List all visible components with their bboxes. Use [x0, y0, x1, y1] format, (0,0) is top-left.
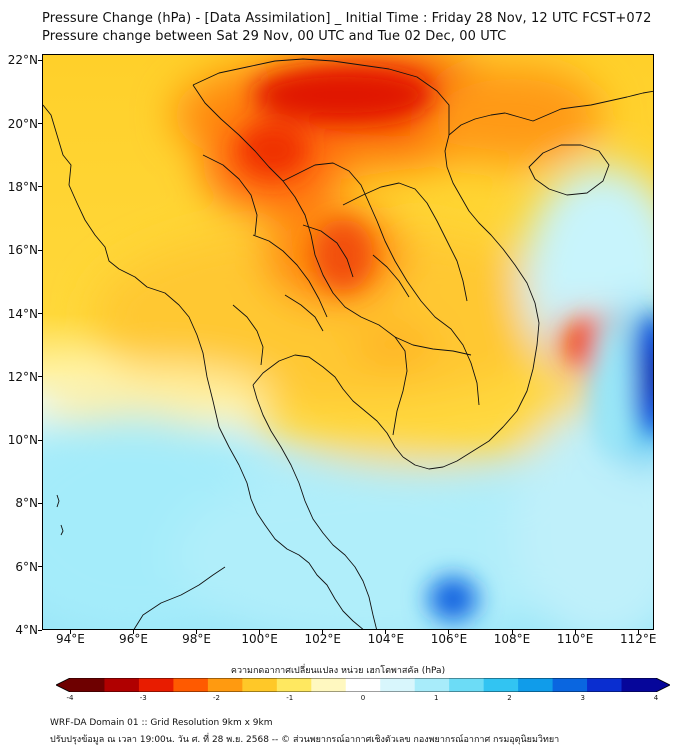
lon-label: 108°E	[493, 632, 531, 646]
colorbar-tick-label: 4	[653, 694, 659, 702]
lat-label: 20°N	[7, 116, 38, 131]
lat-tick	[38, 59, 42, 61]
lon-tick	[196, 630, 198, 634]
lon-label: 112°E	[619, 632, 657, 646]
lon-label: 104°E	[367, 632, 405, 646]
lat-label: 14°N	[7, 306, 38, 321]
colorbar-segment	[276, 678, 312, 692]
coastlines	[43, 58, 653, 629]
lat-tick	[38, 313, 42, 315]
lat-tick	[38, 123, 42, 125]
lon-label: 100°E	[241, 632, 278, 646]
lat-label: 8°N	[15, 496, 38, 511]
lon-tick	[322, 630, 324, 634]
lat-label: 10°N	[7, 433, 38, 448]
lat-tick	[38, 629, 42, 631]
colorbar-segment	[173, 678, 209, 692]
colorbar-tick-label: -2	[213, 694, 220, 702]
colorbar-segment	[311, 678, 347, 692]
colorbar-segment	[621, 678, 657, 692]
colorbar-max-extend	[656, 678, 670, 692]
colorbar-tick-label: 1	[434, 694, 439, 702]
colorbar	[55, 677, 671, 693]
lat-tick	[38, 249, 42, 251]
colorbar-segment	[242, 678, 278, 692]
map-svg	[43, 55, 653, 629]
lat-tick	[38, 566, 42, 568]
lon-tick	[385, 630, 387, 634]
map-subtitle: Pressure change between Sat 29 Nov, 00 U…	[42, 29, 507, 44]
lon-tick	[69, 630, 71, 634]
colorbar-segment	[104, 678, 140, 692]
lon-tick	[259, 630, 261, 634]
map-title: Pressure Change (hPa) - [Data Assimilati…	[42, 11, 652, 26]
pressure-change-map	[42, 54, 654, 630]
lat-tick	[38, 376, 42, 378]
footer-domain-info: WRF-DA Domain 01 :: Grid Resolution 9km …	[50, 718, 273, 728]
colorbar-tick-label: 3	[580, 694, 585, 702]
lat-tick	[38, 439, 42, 441]
colorbar-segment	[207, 678, 243, 692]
colorbar-title: ความกดอากาศเปลี่ยนแปลง หน่วย เฮกโตพาสคัล…	[230, 666, 446, 676]
colorbar-tick-label: 2	[507, 694, 512, 702]
colorbar-segment	[138, 678, 175, 692]
colorbar-segment	[70, 678, 106, 692]
colorbar-segment	[587, 678, 623, 692]
colorbar-min-extend	[56, 678, 70, 692]
lon-label: 98°E	[182, 632, 211, 646]
colorbar-tick-label: 0	[360, 694, 366, 702]
colorbar-svg	[55, 677, 671, 693]
colorbar-segment	[449, 678, 485, 692]
lat-tick	[38, 186, 42, 188]
lon-tick	[448, 630, 450, 634]
lon-tick	[574, 630, 576, 634]
colorbar-tick-label: -3	[139, 694, 147, 702]
lon-label: 106°E	[430, 632, 468, 646]
lon-label: 110°E	[556, 632, 594, 646]
field-cores	[238, 69, 653, 623]
colorbar-segment	[345, 678, 381, 692]
colorbar-segment	[414, 678, 450, 692]
colorbar-segment	[552, 678, 588, 692]
lon-label: 96°E	[119, 632, 148, 646]
lon-tick	[132, 630, 134, 634]
lat-label: 16°N	[7, 243, 38, 258]
lat-label: 4°N	[15, 623, 38, 637]
lon-label: 102°E	[304, 632, 342, 646]
footer-update-info: ปรับปรุงข้อมูล ณ เวลา 19:00น. วัน ศ. ที่…	[50, 735, 560, 745]
colorbar-segment	[380, 678, 416, 692]
lat-label: 22°N	[7, 53, 38, 68]
lon-label: 94°E	[55, 632, 85, 646]
lon-tick	[511, 630, 513, 634]
colorbar-segment	[518, 678, 554, 692]
lon-tick	[637, 630, 639, 634]
lat-label: 12°N	[7, 369, 38, 384]
lat-tick	[38, 502, 42, 504]
lat-label: 18°N	[7, 179, 38, 194]
colorbar-tick-label: -1	[286, 694, 294, 702]
colorbar-tick-label: -4	[66, 694, 74, 702]
lat-label: 6°N	[15, 559, 38, 574]
colorbar-segment	[483, 678, 519, 692]
